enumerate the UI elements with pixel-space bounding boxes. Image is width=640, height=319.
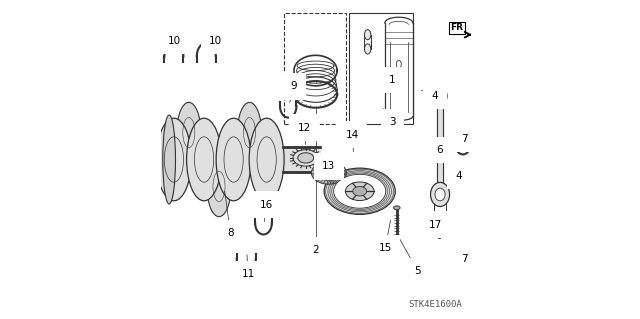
Ellipse shape <box>433 87 447 105</box>
Ellipse shape <box>437 226 442 228</box>
Text: 7: 7 <box>461 134 468 144</box>
Text: 13: 13 <box>323 161 335 172</box>
Ellipse shape <box>437 92 444 100</box>
Ellipse shape <box>435 188 445 201</box>
Ellipse shape <box>396 60 401 68</box>
Ellipse shape <box>156 118 191 201</box>
Polygon shape <box>241 140 277 150</box>
FancyBboxPatch shape <box>349 13 413 123</box>
Text: 5: 5 <box>415 266 421 276</box>
Text: 6: 6 <box>436 145 442 155</box>
Ellipse shape <box>317 165 341 181</box>
Polygon shape <box>194 169 228 179</box>
Text: 7: 7 <box>461 254 468 263</box>
Text: 4: 4 <box>456 171 463 181</box>
Text: 9: 9 <box>291 81 297 92</box>
Ellipse shape <box>312 161 346 184</box>
Text: 11: 11 <box>242 270 255 279</box>
Text: 8: 8 <box>227 228 234 238</box>
Text: STK4E1600A: STK4E1600A <box>408 300 462 309</box>
Ellipse shape <box>431 182 449 206</box>
Ellipse shape <box>249 118 284 201</box>
Polygon shape <box>223 140 259 150</box>
Text: 3: 3 <box>389 117 396 127</box>
Ellipse shape <box>237 102 262 163</box>
Text: 17: 17 <box>428 219 442 230</box>
Ellipse shape <box>346 182 374 201</box>
FancyBboxPatch shape <box>284 13 346 123</box>
Ellipse shape <box>324 168 396 214</box>
Ellipse shape <box>177 102 201 163</box>
Ellipse shape <box>187 118 221 201</box>
Ellipse shape <box>394 206 400 210</box>
Polygon shape <box>180 140 214 150</box>
Polygon shape <box>164 140 198 150</box>
Text: 14: 14 <box>346 130 359 140</box>
Ellipse shape <box>216 118 251 201</box>
Text: 15: 15 <box>378 243 392 253</box>
Ellipse shape <box>333 174 386 208</box>
Text: 2: 2 <box>312 245 319 255</box>
Ellipse shape <box>364 30 371 40</box>
Text: 10: 10 <box>168 36 181 46</box>
Text: 1: 1 <box>389 75 396 85</box>
Text: FR: FR <box>451 24 463 33</box>
Polygon shape <box>282 147 320 172</box>
Text: 4: 4 <box>431 91 438 101</box>
Text: 16: 16 <box>259 200 273 210</box>
Ellipse shape <box>163 115 175 204</box>
Text: 12: 12 <box>298 123 311 133</box>
Text: 10: 10 <box>209 36 222 46</box>
Ellipse shape <box>353 187 367 196</box>
Ellipse shape <box>364 44 371 54</box>
Polygon shape <box>437 102 443 186</box>
Ellipse shape <box>207 156 231 217</box>
Polygon shape <box>210 169 244 179</box>
Ellipse shape <box>298 153 314 163</box>
Ellipse shape <box>317 165 341 181</box>
